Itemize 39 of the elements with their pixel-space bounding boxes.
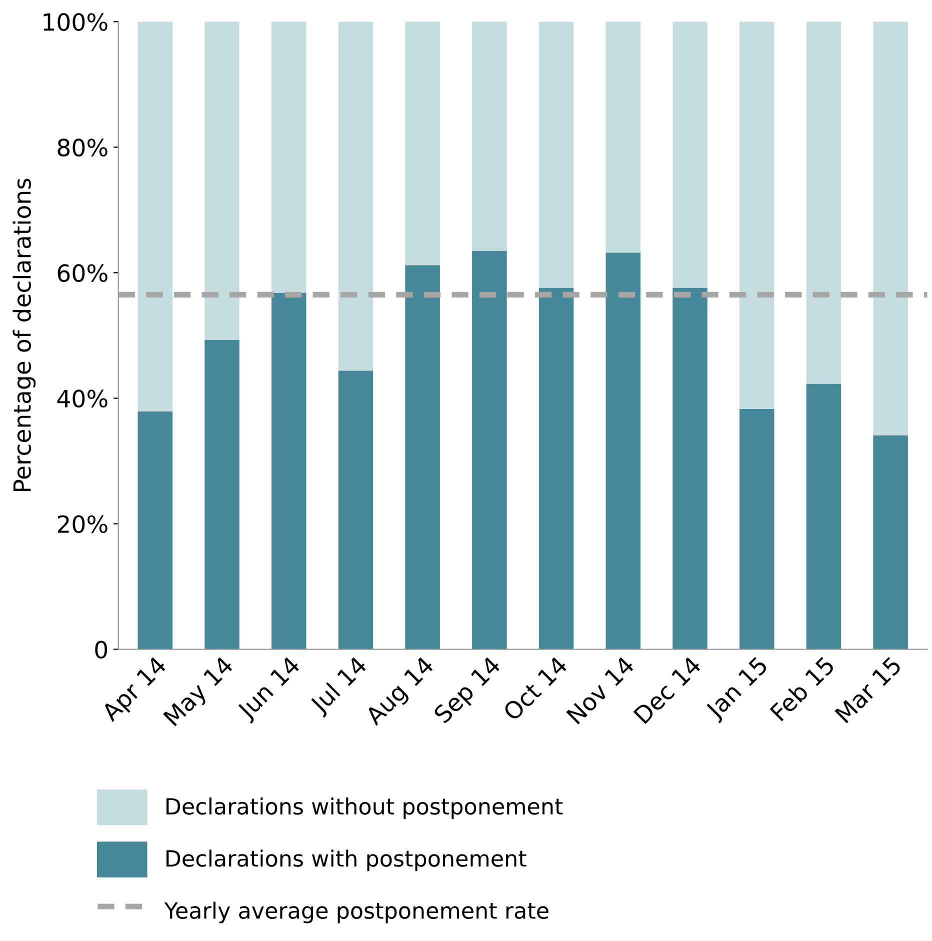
bar: [806, 22, 842, 384]
bar: [204, 22, 240, 340]
bar: [672, 22, 708, 288]
x-tick-label: Feb 15: [769, 656, 836, 722]
bar: [271, 292, 306, 650]
x-tick-label: Jun 14: [236, 656, 304, 724]
bar: [338, 370, 374, 650]
legend-label: Yearly average postponement rate: [164, 902, 548, 924]
y-tick-label: 40%: [57, 390, 108, 408]
bar: [472, 22, 507, 251]
bar: [606, 22, 641, 253]
bar: [538, 22, 574, 288]
bar: [138, 411, 173, 650]
y-tick-label: 0: [95, 640, 108, 659]
bar: [606, 252, 641, 650]
y-axis-title: Percentage of declarations: [12, 178, 36, 492]
bar: [405, 22, 440, 266]
y-tick-label: 20%: [58, 515, 108, 534]
x-tick-label: Dec 14: [633, 656, 702, 724]
bar: [873, 22, 908, 436]
bar: [873, 435, 908, 650]
bar: [405, 265, 440, 650]
bar: [138, 22, 173, 412]
bar: [472, 250, 507, 650]
bar: [204, 340, 240, 650]
y-tick-label: 60%: [58, 264, 108, 282]
bar: [806, 384, 842, 650]
bar: [271, 22, 306, 293]
legend-label: Declarations without postponement: [166, 798, 563, 820]
bar: [672, 288, 708, 650]
y-tick-label: 80%: [58, 138, 108, 156]
x-tick-label: Mar 15: [834, 656, 902, 724]
bar: [338, 22, 374, 371]
legend-label: Declarations with postponement: [166, 850, 526, 872]
x-tick-label: Sep 14: [432, 656, 502, 724]
bar: [538, 288, 574, 650]
bar: [739, 408, 774, 650]
y-tick-label: 100%: [44, 13, 108, 31]
bar: [739, 22, 774, 409]
